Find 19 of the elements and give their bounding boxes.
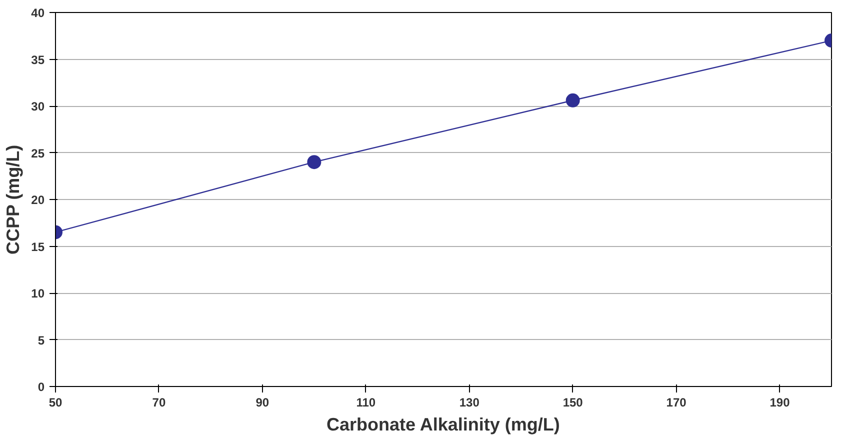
x-tick-label: 150 (562, 396, 584, 410)
y-tick-label: 25 (31, 146, 45, 160)
y-tick-label: 0 (38, 380, 45, 394)
x-tick-label: 130 (459, 396, 480, 410)
y-axis-title: CCPP (mg/L) (3, 144, 24, 254)
x-tick-label: 110 (356, 396, 376, 410)
x-tick-label: 170 (666, 396, 687, 410)
x-axis-title: Carbonate Alkalinity (mg/L) (326, 414, 560, 434)
x-tick-label: 90 (256, 396, 270, 410)
x-tick-label: 190 (770, 396, 790, 410)
y-tick-label: 20 (31, 193, 45, 207)
y-tick-label: 10 (31, 286, 45, 300)
y-tick-label: 30 (31, 100, 45, 114)
y-tick-label: 35 (31, 52, 45, 67)
x-tick-label: 70 (152, 396, 166, 410)
x-tick-label: 50 (48, 396, 62, 410)
y-tick-label: 5 (38, 333, 45, 348)
y-tick-label: 40 (31, 6, 45, 20)
y-tick-label: 15 (31, 240, 45, 254)
